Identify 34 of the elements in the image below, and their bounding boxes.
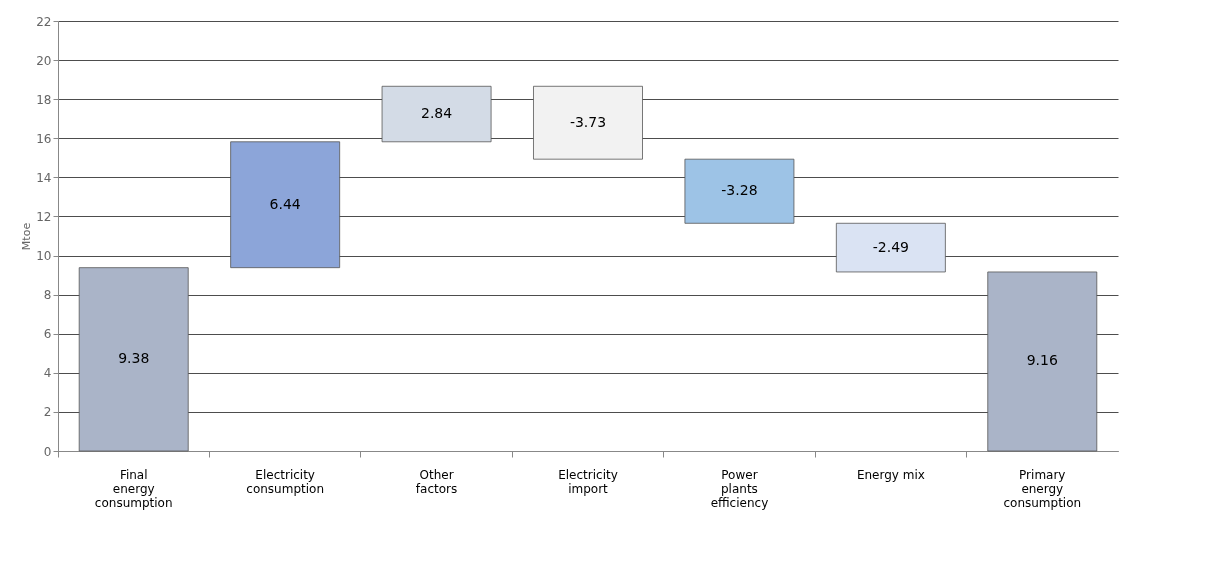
x-tick-label: Energy mix (856, 467, 925, 482)
data-label: -3.73 (569, 113, 607, 130)
bar (78, 267, 189, 452)
data-label: 2.84 (420, 105, 453, 122)
bar (987, 271, 1098, 452)
y-tick-label: 12 (36, 209, 52, 224)
data-label: 6.44 (269, 195, 301, 212)
x-tick-label: Electricity import (558, 467, 618, 496)
x-tick-label: Electricity consumption (246, 467, 324, 496)
bar (684, 158, 795, 224)
bar (381, 85, 492, 143)
data-label: 9.38 (118, 350, 150, 367)
y-tick-label: 20 (36, 53, 52, 68)
y-tick-label: 16 (36, 131, 52, 146)
y-tick-label: 8 (43, 288, 52, 303)
data-label: 9.16 (1026, 352, 1058, 369)
y-tick-label: 18 (36, 92, 52, 107)
data-label: -2.49 (872, 238, 909, 255)
data-label: -3.28 (721, 182, 758, 199)
y-tick-label: 0 (43, 444, 52, 459)
y-tick-label: 22 (36, 14, 52, 29)
y-tick-label: 10 (36, 249, 52, 264)
y-axis-title: Mtoe (20, 222, 34, 251)
x-tick-label: Final energy consumption (94, 467, 173, 510)
bar (533, 85, 643, 160)
y-tick-label: 14 (36, 170, 52, 185)
bar (835, 222, 946, 273)
x-tick-label: Other factors (415, 467, 458, 496)
y-tick-label: 2 (43, 405, 52, 420)
y-tick-label: 6 (43, 327, 52, 342)
x-tick-label: Power plants efficiency (710, 467, 769, 510)
y-tick-label: 4 (43, 366, 52, 381)
bar (230, 141, 341, 269)
x-tick-label: Primary energy consumption (1003, 467, 1082, 510)
